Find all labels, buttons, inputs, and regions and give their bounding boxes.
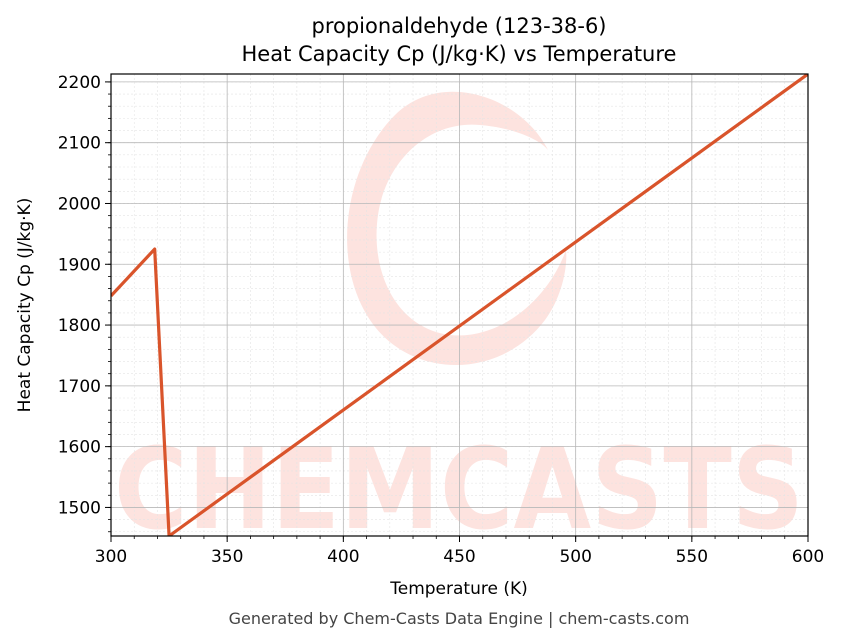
y-tick-label: 2100 (58, 134, 101, 154)
series-line (111, 74, 808, 536)
y-tick-label: 1600 (58, 438, 101, 458)
x-tick-label: 450 (443, 547, 475, 567)
x-axis-label: Temperature (K) (389, 579, 528, 599)
x-axis-ticks: 300 350 400 450 500 550 600 (95, 536, 824, 567)
x-tick-label: 600 (792, 547, 824, 567)
y-tick-label: 1500 (58, 498, 101, 518)
y-tick-label: 1700 (58, 377, 101, 397)
y-axis-ticks: 1500 1600 1700 1800 1900 2000 2100 2200 (58, 73, 111, 533)
y-tick-label: 1900 (58, 255, 101, 275)
chart-subtitle: Heat Capacity Cp (J/kg·K) vs Temperature (242, 42, 677, 66)
x-tick-label: 550 (676, 547, 708, 567)
watermark: CHEMCASTS (114, 91, 804, 555)
y-tick-label: 2200 (58, 73, 101, 93)
chart-title: propionaldehyde (123-38-6) (312, 14, 607, 38)
y-tick-label: 1800 (58, 316, 101, 336)
x-tick-label: 400 (327, 547, 359, 567)
y-axis-label: Heat Capacity Cp (J/kg·K) (15, 198, 35, 413)
y-tick-label: 2000 (58, 194, 101, 214)
x-tick-label: 300 (95, 547, 127, 567)
x-tick-label: 500 (559, 547, 591, 567)
footer-credit: Generated by Chem-Casts Data Engine | ch… (229, 609, 690, 628)
x-tick-label: 350 (211, 547, 243, 567)
watermark-logo-swirl (347, 91, 567, 365)
